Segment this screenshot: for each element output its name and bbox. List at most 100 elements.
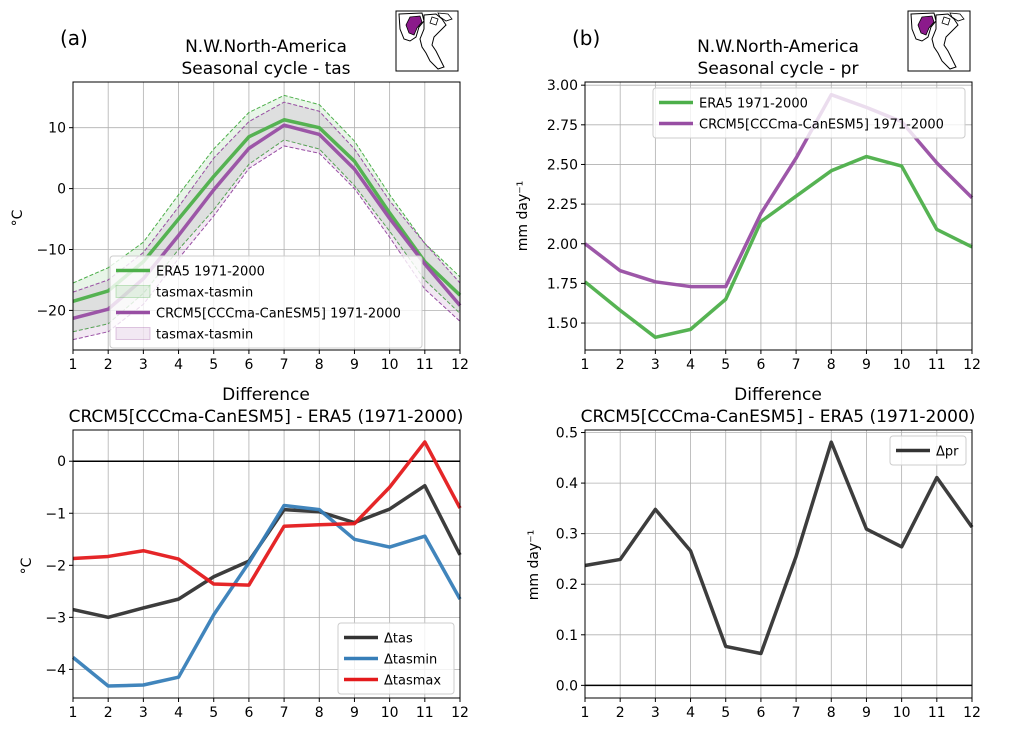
band-upper-line-0 [72, 94, 461, 284]
x-tick-label: 6 [756, 357, 765, 373]
legend-label: Δtasmax [384, 674, 441, 689]
x-tick-label: 7 [792, 705, 801, 721]
x-tick-label: 2 [616, 357, 625, 373]
chart-subtitle: Seasonal cycle - pr [698, 59, 859, 79]
plot-frame [72, 429, 461, 699]
y-tick-label: 2.75 [547, 118, 578, 134]
chart-subtitle: CRCM5[CCCma-CanESM5] - ERA5 (1971-2000) [69, 407, 464, 427]
x-tick-label: 8 [827, 357, 836, 373]
x-tick-label: 3 [139, 705, 148, 721]
panel-label-b: (b) [572, 26, 600, 50]
series-line-0 [583, 154, 973, 340]
x-tick-label: 2 [616, 705, 625, 721]
x-tick-label: 1 [581, 705, 590, 721]
chart-title: N.W.North-America [697, 37, 859, 57]
y-tick-label: 0.1 [556, 628, 578, 644]
series-line-0 [584, 440, 974, 656]
x-tick-label: 2 [104, 357, 113, 373]
x-tick-label: 10 [893, 705, 911, 721]
x-tick-label: 9 [862, 357, 871, 373]
x-tick-label: 1 [69, 357, 78, 373]
x-tick-label: 9 [862, 705, 871, 721]
legend-label: tasmax-tasmin [156, 328, 253, 343]
chart-difference-tas: Difference CRCM5[CCCma-CanESM5] - ERA5 (… [19, 385, 469, 721]
x-tick-label: 4 [174, 705, 183, 721]
x-tick-label: 8 [315, 705, 324, 721]
x-tick-label: 6 [756, 705, 765, 721]
x-tick-label: 6 [244, 357, 253, 373]
x-tick-label: 12 [963, 357, 981, 373]
x-tick-label: 10 [381, 357, 399, 373]
y-tick-label: −20 [36, 303, 66, 319]
y-tick-label: −2 [45, 558, 66, 574]
x-tick-label: 5 [209, 705, 218, 721]
legend-label: Δtas [384, 632, 413, 647]
x-tick-label: 4 [686, 357, 695, 373]
y-tick-label: 0.5 [556, 426, 578, 442]
y-tick-label: −3 [45, 610, 66, 626]
panel-label-a: (a) [60, 26, 88, 50]
x-tick-label: 11 [416, 357, 434, 373]
plot-frame [584, 429, 973, 699]
x-tick-label: 8 [827, 705, 836, 721]
legend-label: tasmax-tasmin [156, 286, 253, 301]
x-tick-label: 7 [792, 357, 801, 373]
x-tick-label: 12 [451, 357, 469, 373]
y-tick-label: 0.2 [556, 577, 578, 593]
x-tick-label: 1 [581, 357, 590, 373]
x-tick-label: 12 [451, 705, 469, 721]
series-line-1 [71, 503, 462, 688]
y-tick-label: 2.50 [547, 157, 578, 173]
x-tick-label: 2 [104, 705, 113, 721]
y-tick-label: 1.75 [547, 276, 578, 292]
chart-subtitle: CRCM5[CCCma-CanESM5] - ERA5 (1971-2000) [581, 407, 976, 427]
x-tick-label: 3 [139, 357, 148, 373]
x-tick-label: 4 [174, 357, 183, 373]
legend-label: CRCM5[CCCma-CanESM5] 1971-2000 [156, 307, 401, 322]
legend-box [652, 87, 966, 139]
legend-box [337, 622, 455, 695]
legend-label: CRCM5[CCCma-CanESM5] 1971-2000 [699, 118, 944, 133]
chart-title: Difference [734, 385, 822, 405]
x-tick-label: 10 [381, 705, 399, 721]
y-tick-label: 0.3 [556, 527, 578, 543]
x-tick-label: 5 [721, 705, 730, 721]
x-tick-label: 5 [209, 357, 218, 373]
chart-difference-pr: Difference CRCM5[CCCma-CanESM5] - ERA5 (… [526, 385, 981, 721]
y-tick-label: 0.0 [556, 678, 578, 694]
x-tick-label: 3 [651, 357, 660, 373]
chart-seasonal-tas: N.W.North-America Seasonal cycle - tas °… [10, 37, 469, 373]
x-tick-label: 11 [928, 705, 946, 721]
y-axis-label: mm day⁻¹ [515, 181, 531, 251]
y-tick-label: 3.00 [547, 78, 578, 94]
y-tick-label: 0 [57, 454, 66, 470]
x-tick-label: 3 [651, 705, 660, 721]
y-tick-label: 1.50 [547, 316, 578, 332]
x-tick-label: 1 [69, 705, 78, 721]
x-tick-label: 6 [244, 705, 253, 721]
x-tick-label: 11 [416, 705, 434, 721]
x-tick-label: 9 [350, 705, 359, 721]
y-tick-label: 0.4 [556, 476, 578, 492]
y-tick-label: −4 [45, 662, 66, 678]
x-tick-label: 7 [280, 357, 289, 373]
y-tick-label: 2.00 [547, 237, 578, 253]
y-tick-label: 10 [48, 121, 66, 137]
plot-frame [72, 81, 461, 351]
plot-frame [584, 81, 973, 351]
legend-label: Δpr [936, 445, 959, 460]
x-tick-label: 12 [963, 705, 981, 721]
y-tick-label: 0 [57, 182, 66, 198]
chart-title: Difference [222, 385, 310, 405]
legend-label: ERA5 1971-2000 [699, 97, 808, 112]
y-axis-label: °C [10, 209, 26, 226]
legend-label: ERA5 1971-2000 [156, 265, 265, 280]
legend-patch-swatch [115, 327, 151, 340]
region-map-inset-a [395, 10, 459, 72]
series-line-2 [72, 440, 462, 587]
x-tick-label: 4 [686, 705, 695, 721]
y-axis-label: °C [19, 557, 35, 574]
x-tick-label: 8 [315, 357, 324, 373]
x-tick-label: 11 [928, 357, 946, 373]
